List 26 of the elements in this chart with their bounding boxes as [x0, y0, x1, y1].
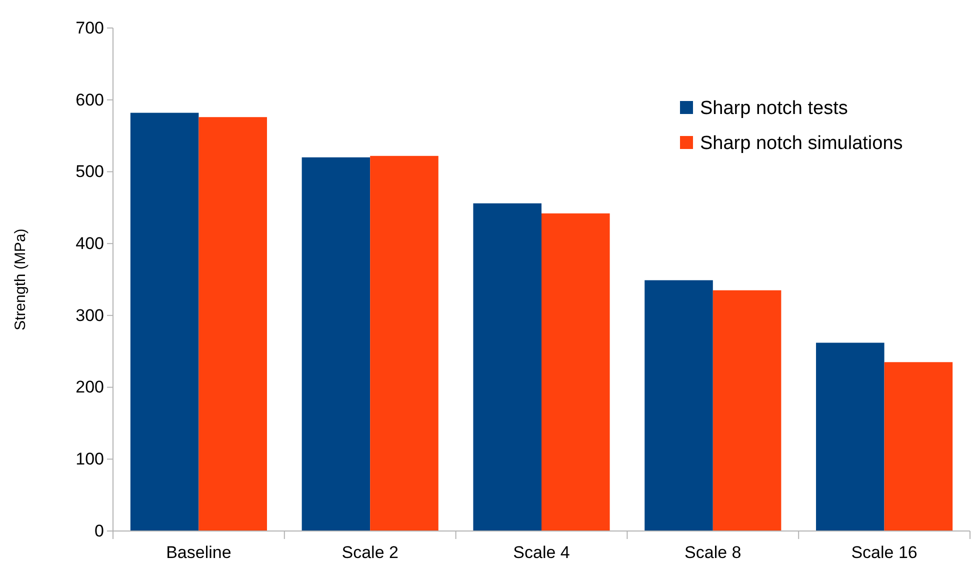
bar — [302, 157, 370, 531]
bar — [542, 213, 610, 531]
bar — [644, 280, 713, 531]
x-tick-label: Scale 16 — [851, 542, 918, 562]
bar — [198, 117, 267, 531]
bar — [473, 203, 542, 531]
legend-label: Sharp notch tests — [700, 98, 848, 119]
y-tick-label: 200 — [76, 378, 104, 397]
y-tick-label: 700 — [76, 18, 104, 38]
bar — [712, 290, 782, 531]
y-tick-label: 600 — [76, 90, 104, 110]
x-tick-label: Scale 8 — [684, 542, 742, 562]
bar — [816, 342, 884, 531]
bar — [130, 112, 199, 531]
y-tick-label: 400 — [76, 234, 104, 254]
y-tick-label: 500 — [76, 162, 104, 182]
x-tick-label: Scale 4 — [513, 542, 570, 562]
bar — [370, 156, 438, 531]
y-tick-label: 0 — [94, 521, 104, 540]
y-tick-label: 100 — [76, 450, 104, 469]
y-tick-label: 300 — [76, 306, 104, 325]
legend-label: Sharp notch simulations — [700, 133, 903, 154]
x-tick-label: Scale 2 — [342, 542, 398, 562]
bar — [884, 362, 953, 531]
y-axis-title: Strength (MPa) — [12, 228, 29, 330]
x-tick-label: Baseline — [166, 542, 232, 562]
